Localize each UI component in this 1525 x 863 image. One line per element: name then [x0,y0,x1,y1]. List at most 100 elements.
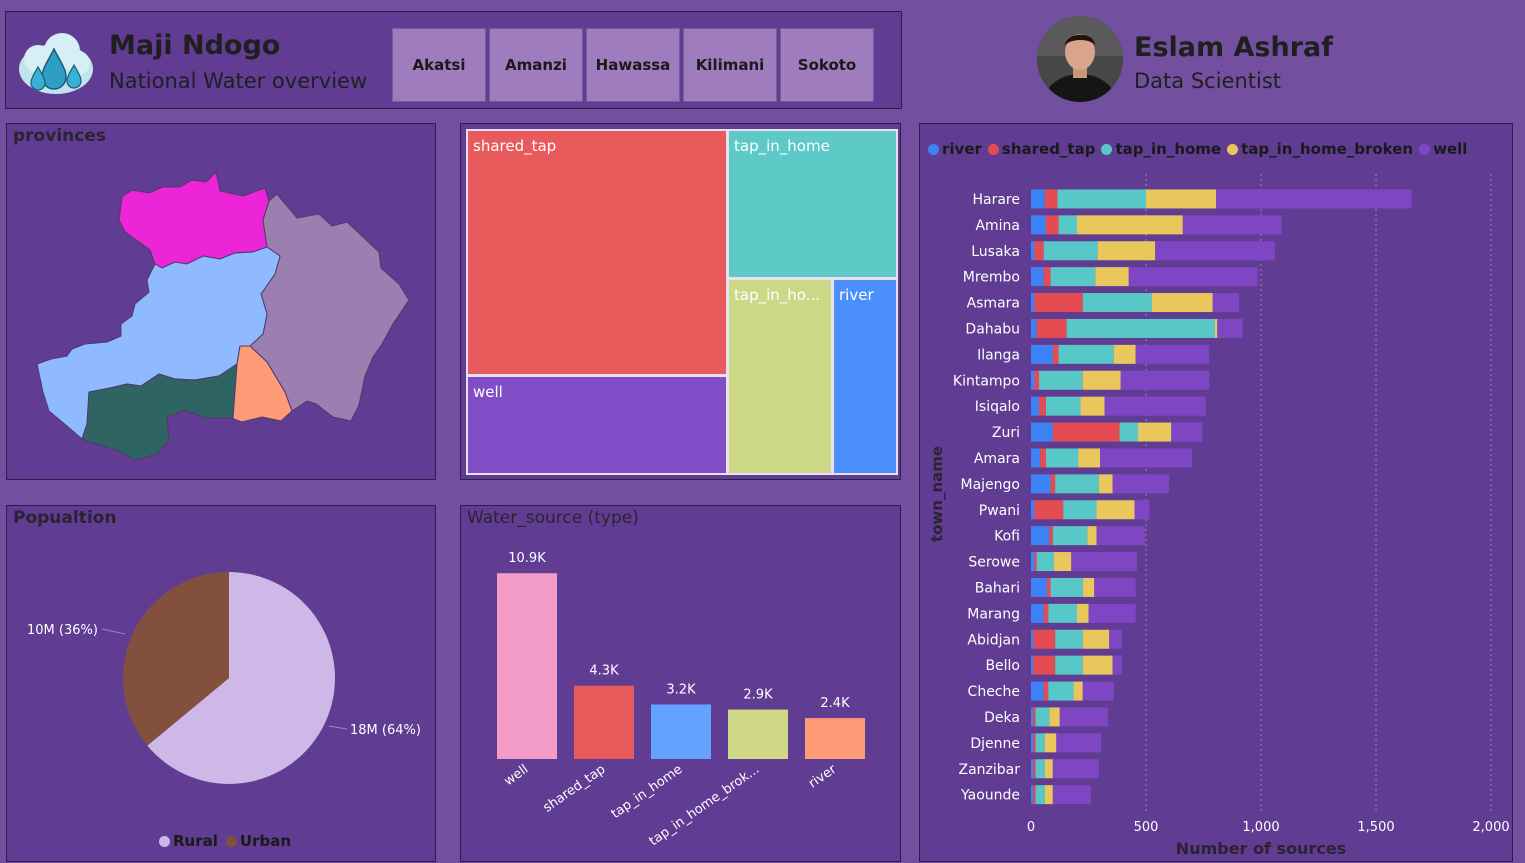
legend-item-shared-tap[interactable]: shared_tap [987,140,1095,158]
town-bar-segment[interactable] [1055,629,1083,649]
town-bar-segment[interactable] [1044,759,1053,779]
town-bar-segment[interactable] [1052,344,1059,364]
town-bar-segment[interactable] [1031,603,1044,623]
province-region-4[interactable] [81,363,238,461]
water-source-bar[interactable] [497,573,557,759]
province-region-5[interactable] [230,345,293,423]
treemap-cell-shared-tap[interactable]: shared_tap [466,129,728,376]
town-bar-segment[interactable] [1082,370,1121,390]
town-bar-segment[interactable] [1080,396,1105,416]
town-bar-segment[interactable] [1146,189,1217,209]
town-bar-segment[interactable] [1039,370,1083,390]
legend-item-well[interactable]: well [1419,140,1467,158]
town-bar-segment[interactable] [1082,655,1113,675]
town-bar-segment[interactable] [1112,655,1122,675]
town-bar-segment[interactable] [1155,241,1275,261]
town-bar-segment[interactable] [1050,577,1083,597]
town-bar-segment[interactable] [1052,422,1120,442]
water-source-bar[interactable] [574,685,634,759]
town-bar-segment[interactable] [1033,655,1056,675]
town-bar-segment[interactable] [1031,189,1045,209]
town-bar-segment[interactable] [1031,655,1034,675]
tab-akatsi[interactable]: Akatsi [392,28,486,102]
town-bar-segment[interactable] [1031,241,1035,261]
tab-amanzi[interactable]: Amanzi [489,28,583,102]
tab-kilimani[interactable]: Kilimani [683,28,777,102]
town-bar-segment[interactable] [1044,733,1057,753]
town-bar-segment[interactable] [1182,215,1282,235]
town-bar-segment[interactable] [1059,707,1109,727]
town-bar-segment[interactable] [1077,215,1183,235]
town-bar-segment[interactable] [1035,707,1050,727]
town-bar-segment[interactable] [1031,396,1040,416]
town-bar-segment[interactable] [1082,629,1110,649]
town-bar-segment[interactable] [1087,526,1097,546]
town-bar-segment[interactable] [1039,396,1046,416]
town-bar-segment[interactable] [1071,552,1137,572]
town-bar-segment[interactable] [1043,603,1049,623]
town-bar-segment[interactable] [1054,552,1072,572]
town-bar-segment[interactable] [1216,189,1412,209]
town-bar-segment[interactable] [1033,785,1036,805]
town-bar-segment[interactable] [1045,448,1079,468]
town-bar-segment[interactable] [1073,681,1083,701]
town-bar-segment[interactable] [1135,344,1210,364]
treemap-cell-tap-in-home[interactable]: tap_in_home [727,129,898,279]
town-bar-segment[interactable] [1052,759,1099,779]
water-source-bar[interactable] [805,718,865,759]
town-bar-segment[interactable] [1031,293,1035,313]
town-bar-segment[interactable] [1031,733,1034,753]
town-bar-segment[interactable] [1047,577,1051,597]
town-bar-segment[interactable] [1097,241,1156,261]
town-bar-segment[interactable] [1112,474,1169,494]
town-bar-segment[interactable] [1151,293,1213,313]
town-bar-segment[interactable] [1036,318,1067,338]
town-bar-segment[interactable] [1031,681,1044,701]
town-bar-segment[interactable] [1034,293,1083,313]
town-bar-segment[interactable] [1034,500,1064,520]
treemap-cell-tap-in-home-broken[interactable]: tap_in_ho... [727,278,833,475]
water-source-bar[interactable] [728,709,788,759]
town-bar-segment[interactable] [1031,344,1053,364]
legend-item-tap-in-home-broken[interactable]: tap_in_home_broken [1227,140,1413,158]
pie-slice-rural[interactable] [147,572,335,784]
town-bar-segment[interactable] [1058,344,1114,364]
town-bar-segment[interactable] [1082,293,1152,313]
tab-hawassa[interactable]: Hawassa [586,28,680,102]
town-bar-segment[interactable] [1096,526,1145,546]
water-source-bar[interactable] [651,704,711,759]
town-bar-segment[interactable] [1031,526,1050,546]
town-bar-segment[interactable] [1031,370,1035,390]
town-bar-segment[interactable] [1048,681,1074,701]
town-bar-segment[interactable] [1171,422,1203,442]
town-bar-segment[interactable] [1035,785,1045,805]
town-bar-segment[interactable] [1215,318,1218,338]
legend-item-river[interactable]: river [928,140,982,158]
town-bar-segment[interactable] [1043,241,1098,261]
town-bar-segment[interactable] [1033,759,1036,779]
town-bar-segment[interactable] [1033,707,1036,727]
town-bar-segment[interactable] [1137,422,1172,442]
town-bar-segment[interactable] [1052,785,1091,805]
town-bar-segment[interactable] [1109,629,1122,649]
town-bar-segment[interactable] [1128,267,1258,287]
legend-item-urban[interactable]: Urban [225,832,291,850]
town-bar-segment[interactable] [1057,189,1146,209]
town-bar-segment[interactable] [1034,552,1037,572]
town-bar-segment[interactable] [1050,267,1096,287]
town-bar-segment[interactable] [1033,629,1056,649]
pie-slice-urban[interactable] [122,572,229,746]
town-bar-segment[interactable] [1031,500,1035,520]
town-bar-segment[interactable] [1094,577,1136,597]
town-bar-segment[interactable] [1100,448,1192,468]
town-bar-segment[interactable] [1082,577,1095,597]
town-bar-segment[interactable] [1031,267,1044,287]
town-bar-segment[interactable] [1031,422,1053,442]
town-bar-segment[interactable] [1036,552,1054,572]
town-bar-segment[interactable] [1031,215,1046,235]
town-bar-segment[interactable] [1113,344,1136,364]
town-bar-segment[interactable] [1063,500,1097,520]
town-bar-segment[interactable] [1031,759,1034,779]
town-bar-segment[interactable] [1043,267,1051,287]
town-bar-segment[interactable] [1119,422,1138,442]
